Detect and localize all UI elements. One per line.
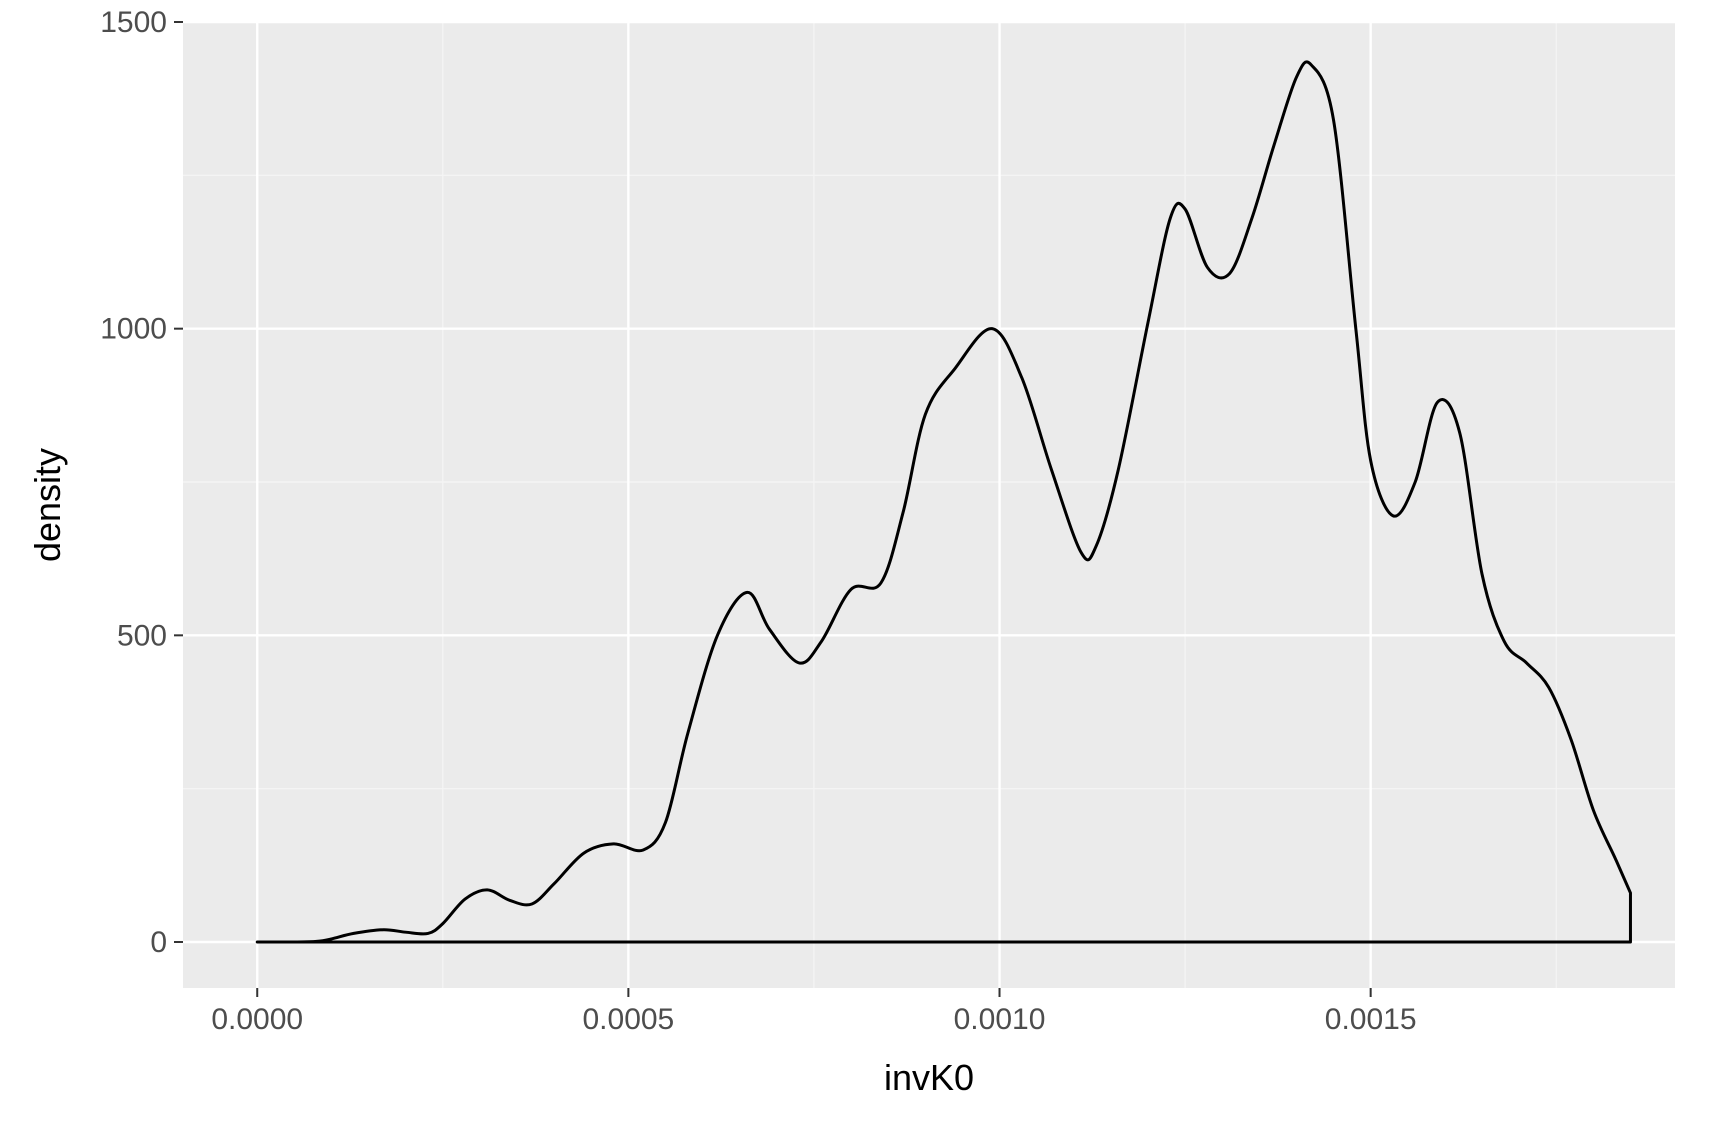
y-tick-label: 1000	[100, 313, 167, 346]
x-tick-label: 0.0005	[582, 1003, 674, 1036]
y-tick-label: 500	[117, 619, 167, 652]
x-tick-label: 0.0010	[954, 1003, 1046, 1036]
y-tick-label: 0	[150, 926, 167, 959]
x-axis-title: invK0	[884, 1057, 974, 1098]
x-tick-label: 0.0015	[1325, 1003, 1417, 1036]
y-tick-label: 1500	[100, 6, 167, 39]
y-axis-ticks: 0 500 1000 1500	[100, 6, 183, 959]
x-tick-label: 0.0000	[211, 1003, 303, 1036]
y-axis-title: density	[27, 448, 68, 562]
x-axis-ticks: 0.0000 0.0005 0.0010 0.0015	[211, 988, 1416, 1036]
plot-panel	[183, 22, 1675, 988]
